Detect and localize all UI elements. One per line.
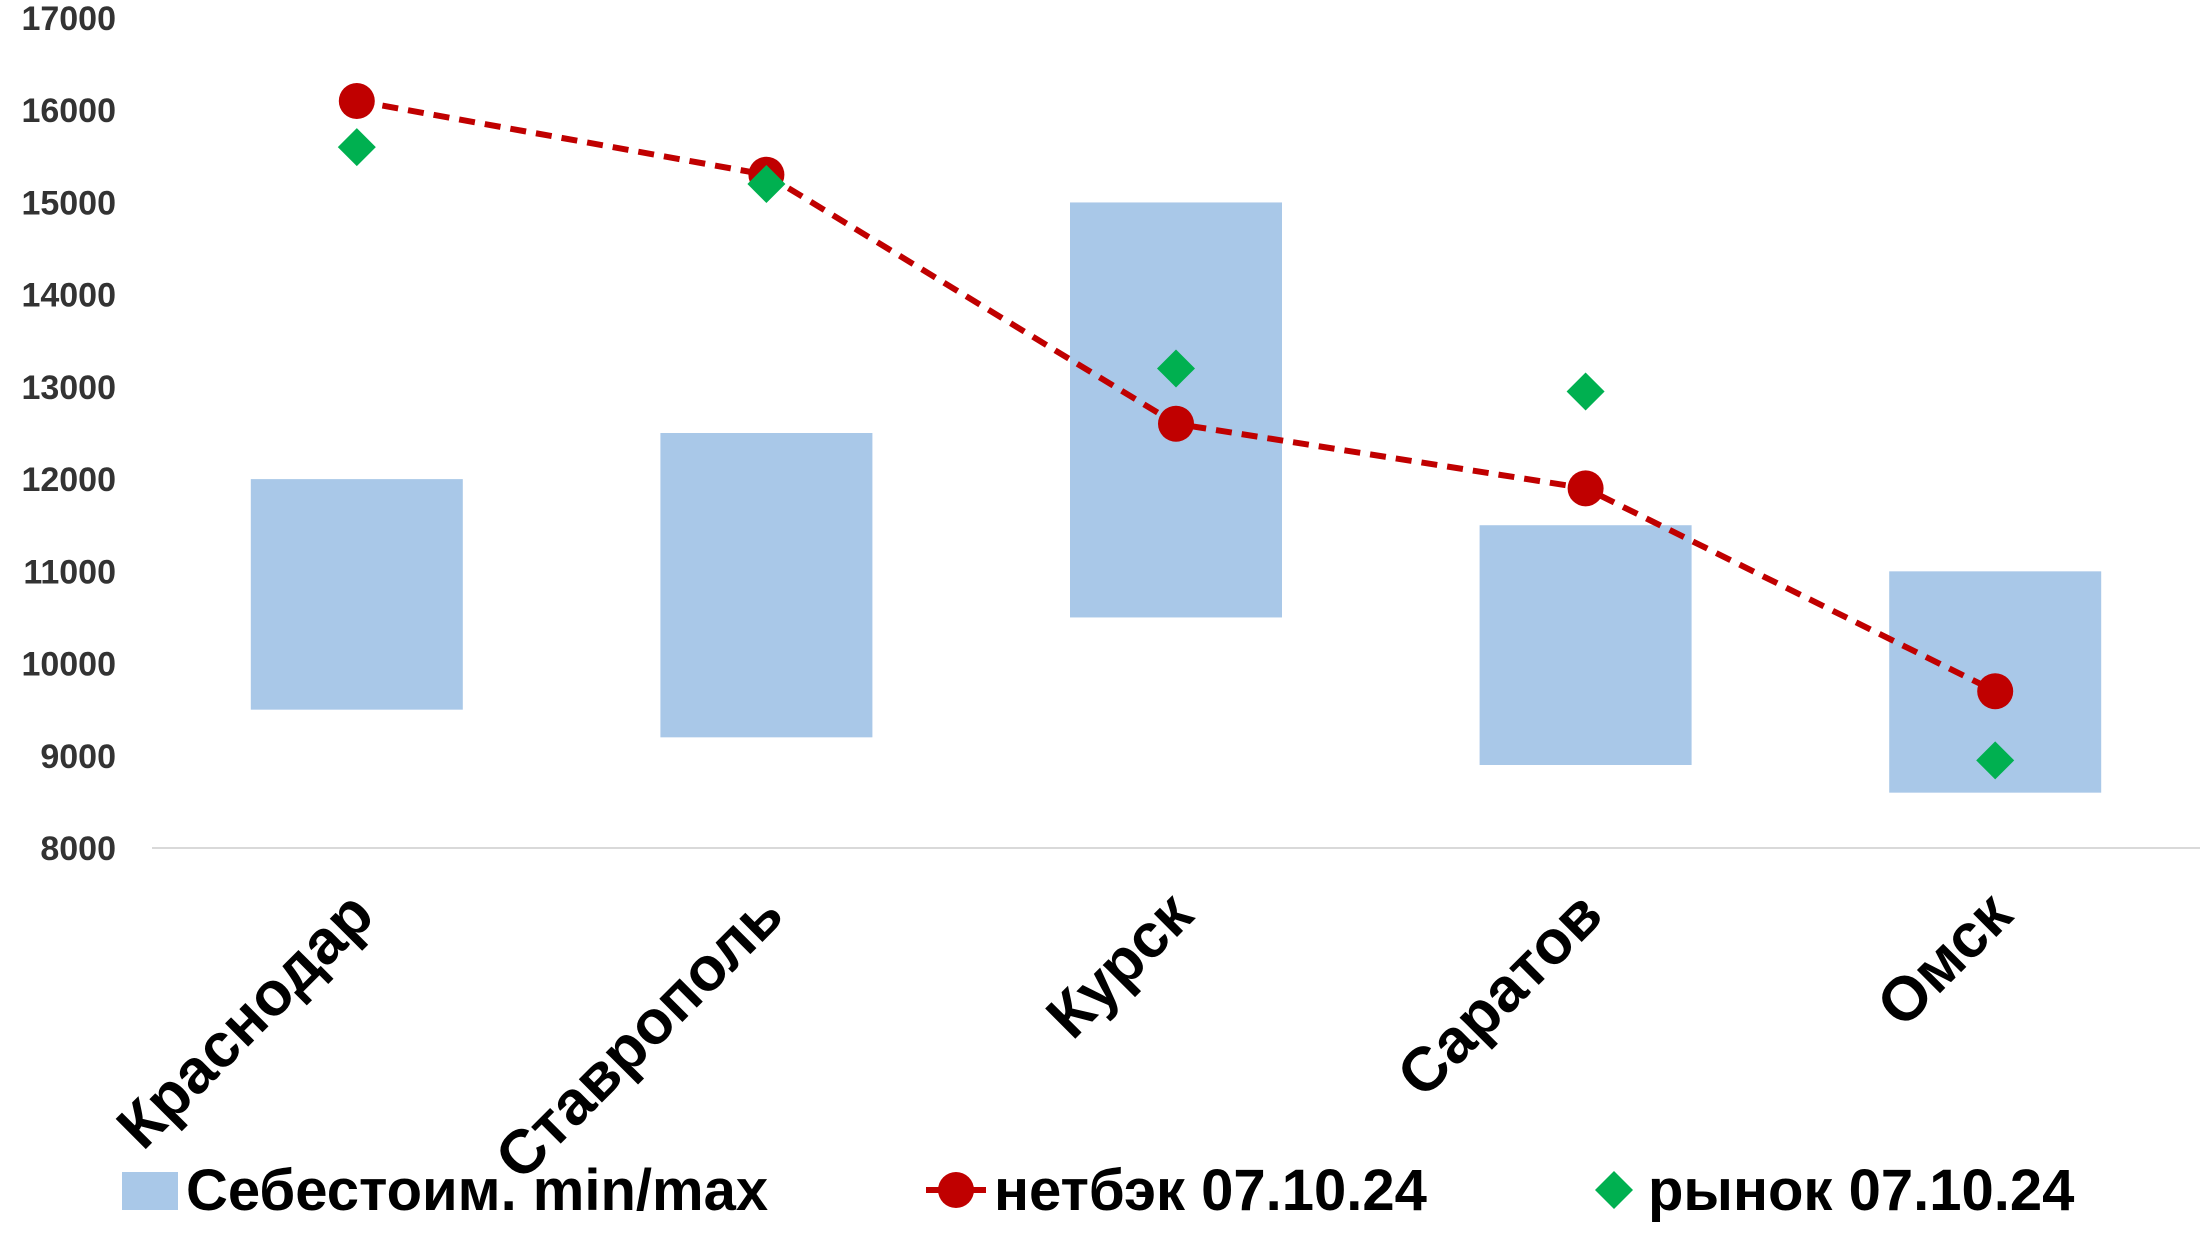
- y-tick-label: 13000: [21, 369, 116, 407]
- y-tick-label: 12000: [21, 461, 116, 499]
- cost-range-bar: [1479, 525, 1692, 765]
- legend-label-netback: нетбэк 07.10.24: [994, 1158, 1427, 1223]
- market-point: [337, 128, 376, 167]
- market-point: [1157, 349, 1195, 388]
- netback-point: [1977, 673, 2014, 710]
- legend-label-market: рынок 07.10.24: [1648, 1158, 2074, 1223]
- market-point: [747, 165, 786, 203]
- market-point: [1976, 741, 2015, 780]
- y-axis: 8000 9000 10000 11000 12000 13000 14000 15000 16…: [21, 0, 2200, 868]
- y-tick-label: 8000: [40, 830, 116, 868]
- y-tick-label: 15000: [21, 184, 116, 222]
- legend-label-range: Себестоим. min/max: [186, 1158, 768, 1223]
- legend: Себестоим. min/max нетбэк 07.10.24 рынок 0…: [122, 1158, 2074, 1223]
- category-label: Омск: [1864, 878, 2026, 1040]
- category-label: Краснодар: [104, 879, 387, 1162]
- y-tick-label: 10000: [21, 646, 116, 684]
- y-tick-label: 16000: [21, 92, 116, 130]
- legend-marker-circle: [938, 1172, 974, 1208]
- market-series: [337, 128, 2015, 780]
- cost-range-bars: [250, 202, 2102, 793]
- netback-point: [338, 83, 375, 119]
- x-axis-categories: Краснодар Ставрополь Курск Саратов Омск: [104, 878, 2026, 1192]
- market-point: [1566, 372, 1605, 411]
- y-tick-label: 17000: [21, 0, 116, 38]
- legend-marker-diamond: [1595, 1171, 1633, 1209]
- y-tick-label: 11000: [23, 553, 116, 591]
- legend-swatch-range: [122, 1172, 178, 1210]
- y-tick-label: 9000: [40, 738, 116, 776]
- netback-point: [1567, 470, 1604, 507]
- category-label: Курск: [1033, 878, 1206, 1051]
- y-tick-label: 14000: [21, 277, 116, 315]
- netback-point: [1158, 405, 1194, 442]
- category-label: Ставрополь: [483, 879, 797, 1193]
- cost-range-bar: [660, 433, 873, 738]
- category-label: Саратов: [1384, 879, 1615, 1110]
- cost-range-bar: [250, 479, 463, 710]
